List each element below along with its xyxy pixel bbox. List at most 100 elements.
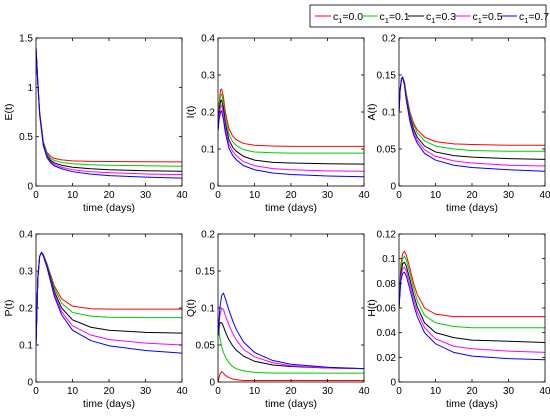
x-tick-label: 0 xyxy=(215,386,221,397)
y-tick-label: 0.2 xyxy=(201,108,215,119)
series-line-3 xyxy=(36,47,182,176)
series-line-3 xyxy=(399,76,545,167)
x-tick-label: 40 xyxy=(358,386,370,397)
y-tick-label: 0.12 xyxy=(377,230,397,241)
panel-pt: 0 10 20 30 40 0 0.1 0.2 0.3 0.4 time (days) P(t) xyxy=(3,230,188,411)
x-tick-label: 30 xyxy=(503,190,515,201)
x-axis-label: time (days) xyxy=(265,398,317,410)
y-axis-label: E(t) xyxy=(3,104,15,121)
x-axis-label: time (days) xyxy=(83,202,135,214)
x-tick-label: 20 xyxy=(285,386,297,397)
y-tick-label: 0.3 xyxy=(19,267,33,278)
legend-label: c1=0.3 xyxy=(426,11,456,25)
y-tick-label: 0 xyxy=(27,378,33,389)
panels: 0 10 20 30 40 0 0.5 1 1.5 time (days) E(t) 0 10 20 30 4… xyxy=(3,34,550,411)
x-tick-label: 10 xyxy=(249,190,261,201)
axes-frame xyxy=(217,233,365,383)
series-line-0 xyxy=(218,88,364,147)
series-line-2 xyxy=(399,261,545,344)
axes-frame xyxy=(35,233,183,383)
x-tick-label: 10 xyxy=(67,386,79,397)
y-tick-label: 0.05 xyxy=(377,145,397,156)
x-tick-label: 40 xyxy=(358,190,370,201)
y-tick-label: 0.4 xyxy=(201,34,215,45)
panel-qt: 0 10 20 30 40 0 0.05 0.1 0.15 0.2 time (days) Q(t) xyxy=(185,230,370,411)
legend-label: c1=0.1 xyxy=(380,11,410,25)
x-axis-label: time (days) xyxy=(265,202,317,214)
x-tick-label: 0 xyxy=(396,386,402,397)
series-line-3 xyxy=(218,104,364,172)
x-tick-label: 30 xyxy=(503,386,515,397)
series-line-1 xyxy=(399,76,545,152)
y-tick-label: 0.2 xyxy=(19,304,33,315)
series-line-2 xyxy=(36,47,182,172)
series-line-4 xyxy=(218,292,364,370)
y-tick-label: 0.1 xyxy=(201,304,215,315)
series-line-1 xyxy=(218,319,364,374)
y-tick-label: 0.1 xyxy=(19,341,33,352)
series-line-4 xyxy=(36,47,182,179)
y-tick-label: 0 xyxy=(390,182,396,193)
y-tick-label: 0.1 xyxy=(382,108,396,119)
y-tick-label: 0 xyxy=(27,182,33,193)
series-line-4 xyxy=(399,271,545,361)
y-tick-label: 1.5 xyxy=(19,34,33,45)
y-tick-label: 0.08 xyxy=(377,279,397,290)
y-tick-label: 0.5 xyxy=(19,132,33,143)
series-line-4 xyxy=(399,76,545,172)
legend-box xyxy=(309,4,547,28)
series-line-0 xyxy=(36,47,182,163)
x-tick-label: 20 xyxy=(285,190,297,201)
y-tick-label: 0 xyxy=(390,378,396,389)
x-tick-label: 20 xyxy=(103,386,115,397)
y-tick-label: 0.4 xyxy=(19,230,33,241)
series-line-4 xyxy=(36,251,182,354)
x-tick-label: 40 xyxy=(176,190,188,201)
series-line-2 xyxy=(218,322,364,370)
series-line-4 xyxy=(218,109,364,178)
legend-label: c1=0.7 xyxy=(519,11,549,25)
y-tick-label: 0.15 xyxy=(196,267,216,278)
x-tick-label: 30 xyxy=(140,386,152,397)
series-line-2 xyxy=(36,251,182,346)
legend-label: c1=0.0 xyxy=(333,11,363,25)
y-tick-label: 1 xyxy=(27,83,33,94)
series-line-1 xyxy=(36,47,182,167)
x-tick-label: 0 xyxy=(215,190,221,201)
series-line-3 xyxy=(399,266,545,353)
series-line-0 xyxy=(399,76,545,146)
x-tick-label: 20 xyxy=(103,190,115,201)
x-axis-label: time (days) xyxy=(446,202,498,214)
series-line-2 xyxy=(218,99,364,165)
series-line-0 xyxy=(399,250,545,318)
y-tick-label: 0.1 xyxy=(382,254,396,265)
legend-label: c1=0.5 xyxy=(473,11,503,25)
legend: c1=0.0 c1=0.1 c1=0.3 c1=0.5 c1=0.7 xyxy=(309,4,549,28)
panel-at: 0 10 20 30 40 0 0.05 0.1 0.15 0.2 time (days) A(t) xyxy=(366,34,550,215)
x-axis-label: time (days) xyxy=(446,398,498,410)
x-tick-label: 40 xyxy=(539,386,550,397)
y-tick-label: 0.3 xyxy=(201,71,215,82)
y-tick-label: 0.05 xyxy=(196,341,216,352)
y-tick-label: 0.15 xyxy=(377,71,397,82)
y-axis-label: H(t) xyxy=(366,299,378,317)
y-axis-label: P(t) xyxy=(3,300,15,317)
series-line-3 xyxy=(218,307,364,370)
panel-ht: 0 10 20 30 40 0 0.02 0.04 0.06 0.08 0.1 0.12 time (d… xyxy=(366,230,550,411)
series-line-1 xyxy=(399,255,545,329)
series-line-1 xyxy=(218,93,364,154)
y-tick-label: 0.02 xyxy=(377,353,397,364)
x-tick-label: 40 xyxy=(176,386,188,397)
y-axis-label: Q(t) xyxy=(185,299,197,317)
x-tick-label: 20 xyxy=(466,190,478,201)
x-tick-label: 0 xyxy=(33,386,39,397)
y-tick-label: 0.1 xyxy=(201,145,215,156)
x-tick-label: 10 xyxy=(430,386,442,397)
series-line-2 xyxy=(399,76,545,160)
y-tick-label: 0.06 xyxy=(377,304,397,315)
y-tick-label: 0.04 xyxy=(377,328,397,339)
y-tick-label: 0.2 xyxy=(382,34,396,45)
x-tick-label: 10 xyxy=(67,190,79,201)
y-axis-label: A(t) xyxy=(366,104,378,121)
